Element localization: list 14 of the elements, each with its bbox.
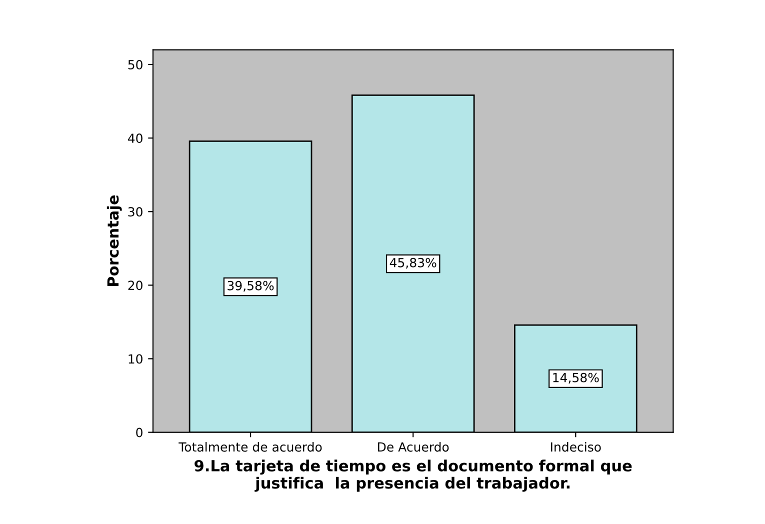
data-label: 39,58% bbox=[228, 280, 274, 292]
y-tick-label: 20 bbox=[128, 280, 142, 290]
y-tick-label: 10 bbox=[128, 354, 142, 364]
x-tick-label: Totalmente de acuerdo bbox=[178, 442, 322, 452]
x-axis-title: 9.La tarjeta de tiempo es el documento formal que justifica la presencia del trabajador. bbox=[194, 460, 632, 492]
y-tick-label: 40 bbox=[128, 134, 142, 143]
x-tick-label: De Acuerdo bbox=[378, 442, 449, 452]
y-axis-title: Porcentaje bbox=[106, 195, 122, 286]
y-tick-label: 50 bbox=[128, 60, 142, 70]
data-label: 45,83% bbox=[390, 258, 436, 269]
x-tick-label: Indeciso bbox=[551, 442, 601, 452]
y-tick-label: 0 bbox=[136, 428, 142, 438]
y-tick-label: 30 bbox=[128, 207, 142, 217]
data-label: 14,58% bbox=[553, 372, 599, 384]
